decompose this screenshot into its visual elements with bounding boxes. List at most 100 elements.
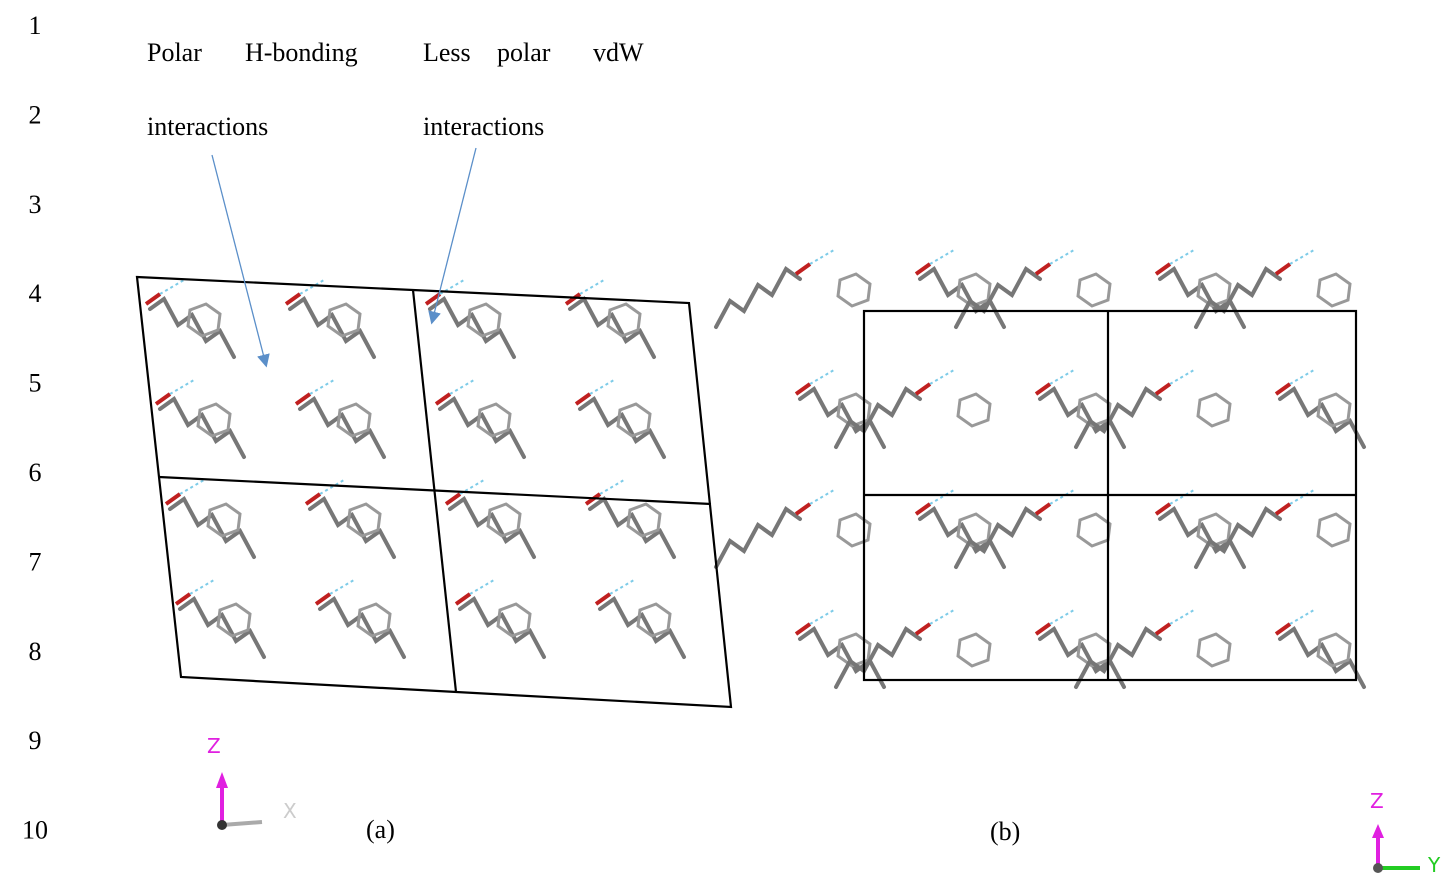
molecule-ring xyxy=(336,402,372,438)
molecule-ring xyxy=(956,392,992,428)
molecule-oxygen xyxy=(794,622,812,636)
molecule-oxygen xyxy=(174,592,192,606)
line-number: 4 xyxy=(29,279,42,308)
hbond xyxy=(809,369,835,385)
molecule-ring xyxy=(216,602,252,638)
molecule-oxygen xyxy=(914,622,932,636)
hbond xyxy=(299,279,325,295)
molecule-ring xyxy=(836,272,872,308)
hbond xyxy=(809,489,835,505)
molecule-bond xyxy=(578,396,666,459)
molecule-bond xyxy=(428,296,516,359)
molecule-ring xyxy=(1316,632,1352,668)
molecule-bond xyxy=(158,396,246,459)
molecule-ring xyxy=(466,302,502,338)
molecule-oxygen xyxy=(1274,622,1292,636)
molecule-oxygen xyxy=(914,262,932,276)
hbond xyxy=(449,379,475,395)
hbond xyxy=(1169,609,1195,625)
hbond xyxy=(589,379,615,395)
line-number: 6 xyxy=(29,458,42,487)
line-number: 10 xyxy=(22,816,48,845)
line-number: 3 xyxy=(29,190,42,219)
molecule-bond xyxy=(1194,506,1282,569)
molecule-bond xyxy=(448,496,536,559)
molecule-bond xyxy=(168,496,256,559)
molecule-oxygen xyxy=(1154,622,1172,636)
hbond xyxy=(1049,249,1075,265)
molecule-ring xyxy=(616,402,652,438)
molecules-b xyxy=(714,249,1366,689)
hbond xyxy=(1169,249,1195,265)
molecule-ring xyxy=(1196,392,1232,428)
hbond xyxy=(1289,489,1315,505)
molecule-ring xyxy=(626,502,662,538)
molecule-oxygen xyxy=(564,292,582,306)
hbond xyxy=(809,609,835,625)
hbond xyxy=(1289,609,1315,625)
axis-label: Y xyxy=(1427,853,1441,876)
molecule-bond xyxy=(714,266,802,329)
molecule-bond xyxy=(1074,386,1162,449)
molecule-bond xyxy=(954,506,1042,569)
molecule-ring xyxy=(1076,272,1112,308)
molecule-oxygen xyxy=(1154,382,1172,396)
hbond xyxy=(929,249,955,265)
arrow xyxy=(428,147,477,325)
hbond xyxy=(579,279,605,295)
molecule-bond xyxy=(308,496,396,559)
hbond xyxy=(329,579,355,595)
annotation-word: H-bonding xyxy=(245,38,358,67)
molecule-oxygen xyxy=(1034,622,1052,636)
molecule-oxygen xyxy=(444,492,462,506)
molecule-ring xyxy=(1316,272,1352,308)
arrow xyxy=(211,154,270,368)
hbond xyxy=(1049,609,1075,625)
molecule-oxygen xyxy=(304,492,322,506)
annotation-word: Polar xyxy=(147,38,202,67)
molecule-oxygen xyxy=(284,292,302,306)
molecule-bond xyxy=(598,596,686,659)
molecule-oxygen xyxy=(314,592,332,606)
molecule-ring xyxy=(196,402,232,438)
axis-gizmo-a: Z X xyxy=(207,734,297,830)
molecule-ring xyxy=(326,302,362,338)
hbond xyxy=(1289,249,1315,265)
unit-cell-a xyxy=(135,275,733,709)
hbond xyxy=(179,479,205,495)
molecule-ring xyxy=(486,502,522,538)
molecule-oxygen xyxy=(794,502,812,516)
molecule-oxygen xyxy=(144,292,162,306)
molecule-bond xyxy=(288,296,376,359)
molecule-ring xyxy=(1076,512,1112,548)
annotation-word: polar xyxy=(497,38,551,67)
molecule-bond xyxy=(1074,626,1162,689)
annotation-word: Less xyxy=(423,38,471,67)
molecule-ring xyxy=(1316,512,1352,548)
molecule-oxygen xyxy=(1154,502,1172,516)
hbond xyxy=(809,249,835,265)
molecule-ring xyxy=(836,512,872,548)
molecule-bond xyxy=(834,626,922,689)
line-number: 1 xyxy=(29,11,42,40)
caption: (a) xyxy=(366,815,395,844)
molecule-ring xyxy=(496,602,532,638)
hbond xyxy=(1169,369,1195,385)
hbond xyxy=(319,479,345,495)
molecules-a xyxy=(144,279,686,659)
molecule-bond xyxy=(148,296,236,359)
hbond xyxy=(439,279,465,295)
molecule-ring xyxy=(356,602,392,638)
molecule-oxygen xyxy=(914,502,932,516)
hbond xyxy=(159,279,185,295)
molecule-ring xyxy=(186,302,222,338)
molecule-oxygen xyxy=(574,392,592,406)
molecule-ring xyxy=(346,502,382,538)
molecule-oxygen xyxy=(424,292,442,306)
axis-label: Z xyxy=(1370,789,1384,813)
hbond xyxy=(469,579,495,595)
molecule-bond xyxy=(1194,266,1282,329)
molecule-oxygen xyxy=(1154,262,1172,276)
molecule-ring xyxy=(206,502,242,538)
